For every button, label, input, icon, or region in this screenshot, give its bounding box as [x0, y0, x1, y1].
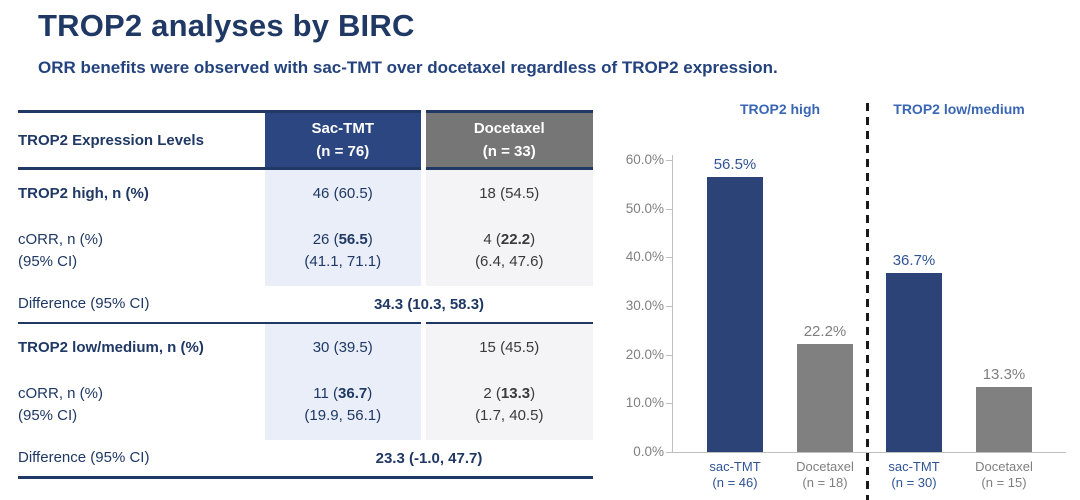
table-header-label: TROP2 Expression Levels — [18, 111, 265, 170]
ci-value: (1.7, 40.5) — [475, 407, 544, 424]
x-axis-label-line1: Docetaxel — [975, 459, 1033, 474]
difference-value: 23.3 (-1.0, 47.7) — [265, 440, 593, 478]
table-row-corr-high: cORR, n (%) (95% CI) 26 (56.5) (41.1, 71… — [18, 216, 593, 286]
bar — [976, 387, 1032, 452]
row-label: TROP2 low/medium, n (%) — [18, 338, 204, 356]
corr-value: 2 (13.3) — [483, 385, 536, 402]
difference-value: 34.3 (10.3, 58.3) — [265, 286, 593, 324]
x-axis-label-line1: Docetaxel — [796, 459, 854, 474]
y-tick-mark — [666, 403, 672, 404]
x-axis-label: sac-TMT (n = 46) — [685, 459, 785, 491]
cell-doc-value: 4 (22.2) (6.4, 47.6) — [420, 216, 593, 286]
bar — [886, 273, 942, 452]
sac-tmt-name: Sac-TMT — [311, 120, 374, 137]
corr-value: 11 (36.7) — [313, 385, 373, 402]
table-header-sac-tmt: Sac-TMT (n = 76) — [265, 111, 423, 170]
y-tick-mark — [666, 355, 672, 356]
y-tick-label: 30.0% — [625, 298, 664, 313]
orr-table: TROP2 Expression Levels Sac-TMT (n = 76)… — [18, 110, 593, 479]
x-axis-label: Docetaxel (n = 18) — [775, 459, 875, 491]
chart-group-title: TROP2 high — [739, 101, 821, 117]
table-row-trop2-low-medium: TROP2 low/medium, n (%) 30 (39.5) 15 (45… — [18, 323, 593, 370]
y-tick-mark — [666, 160, 672, 161]
cell-sac-value: 26 (56.5) (41.1, 71.1) — [265, 216, 423, 286]
y-tick-label: 50.0% — [625, 201, 664, 216]
y-tick-label: 0.0% — [633, 444, 664, 459]
y-tick-mark — [666, 257, 672, 258]
chart-group-title: TROP2 low/medium — [893, 101, 1025, 117]
group-divider-dashed-line — [866, 103, 869, 500]
x-axis-label: sac-TMT (n = 30) — [864, 459, 964, 491]
table-row-corr-low-medium: cORR, n (%) (95% CI) 11 (36.7) (19.9, 56… — [18, 370, 593, 440]
cell-sac-value: 11 (36.7) (19.9, 56.1) — [265, 370, 423, 440]
bar-group: 22.2% — [797, 323, 853, 452]
x-axis-line — [672, 452, 1066, 453]
table-row-trop2-high: TROP2 high, n (%) 46 (60.5) 18 (54.5) — [18, 168, 593, 216]
corr-label: cORR, n (%) — [18, 385, 104, 402]
cell-doc-value: 18 (54.5) — [420, 168, 593, 216]
x-axis-label-line1: sac-TMT — [888, 459, 940, 474]
bar — [797, 344, 853, 452]
x-axis-label-line1: sac-TMT — [709, 459, 761, 474]
y-tick-label: 60.0% — [625, 152, 664, 167]
ci-label: (95% CI) — [18, 253, 78, 270]
docetaxel-n: (n = 33) — [482, 143, 536, 160]
bar-group: 13.3% — [976, 366, 1032, 452]
y-tick-label: 20.0% — [625, 347, 664, 362]
page-subtitle: ORR benefits were observed with sac-TMT … — [38, 58, 778, 77]
y-tick-mark — [666, 306, 672, 307]
x-axis-label-line2: (n = 15) — [981, 475, 1027, 490]
ci-value: (19.9, 56.1) — [304, 407, 382, 424]
bar-value-label: 22.2% — [803, 323, 847, 340]
y-tick-label: 40.0% — [625, 249, 664, 264]
row-label: TROP2 high, n (%) — [18, 184, 149, 202]
y-tick-label: 10.0% — [625, 395, 664, 410]
page-title: TROP2 analyses by BIRC — [38, 8, 415, 43]
x-axis-label-line2: (n = 30) — [891, 475, 937, 490]
corr-value: 26 (56.5) — [312, 231, 373, 248]
table-row-difference-high: Difference (95% CI) 34.3 (10.3, 58.3) — [18, 286, 593, 324]
difference-label: Difference (95% CI) — [18, 286, 265, 324]
y-tick-mark — [666, 209, 672, 210]
table-header-docetaxel: Docetaxel (n = 33) — [420, 111, 593, 170]
bar-value-label: 56.5% — [713, 156, 757, 173]
ci-value: (6.4, 47.6) — [475, 253, 544, 270]
y-axis-line — [672, 155, 673, 452]
table-header-row: TROP2 Expression Levels Sac-TMT (n = 76)… — [18, 111, 593, 170]
row-label: cORR, n (%) (95% CI) — [18, 216, 265, 286]
x-axis-label-line2: (n = 18) — [802, 475, 848, 490]
cell-sac-value: 30 (39.5) — [265, 323, 423, 370]
bar — [707, 177, 763, 452]
bar-value-label: 36.7% — [892, 252, 936, 269]
row-label: cORR, n (%) (95% CI) — [18, 370, 265, 440]
bar-group: 56.5% — [707, 156, 763, 452]
bar-group: 36.7% — [886, 252, 942, 452]
ci-label: (95% CI) — [18, 407, 78, 424]
x-axis-label-line2: (n = 46) — [712, 475, 758, 490]
table-row-difference-low-medium: Difference (95% CI) 23.3 (-1.0, 47.7) — [18, 440, 593, 478]
corr-label: cORR, n (%) — [18, 231, 104, 248]
sac-tmt-n: (n = 76) — [316, 143, 370, 160]
cell-doc-value: 2 (13.3) (1.7, 40.5) — [420, 370, 593, 440]
y-tick-mark — [666, 452, 672, 453]
difference-label: Difference (95% CI) — [18, 440, 265, 478]
cell-sac-value: 46 (60.5) — [265, 168, 423, 216]
corr-value: 4 (22.2) — [483, 231, 536, 248]
ci-value: (41.1, 71.1) — [304, 253, 382, 270]
x-axis-label: Docetaxel (n = 15) — [954, 459, 1054, 491]
cell-doc-value: 15 (45.5) — [420, 323, 593, 370]
bar-value-label: 13.3% — [982, 366, 1026, 383]
docetaxel-name: Docetaxel — [473, 120, 545, 137]
